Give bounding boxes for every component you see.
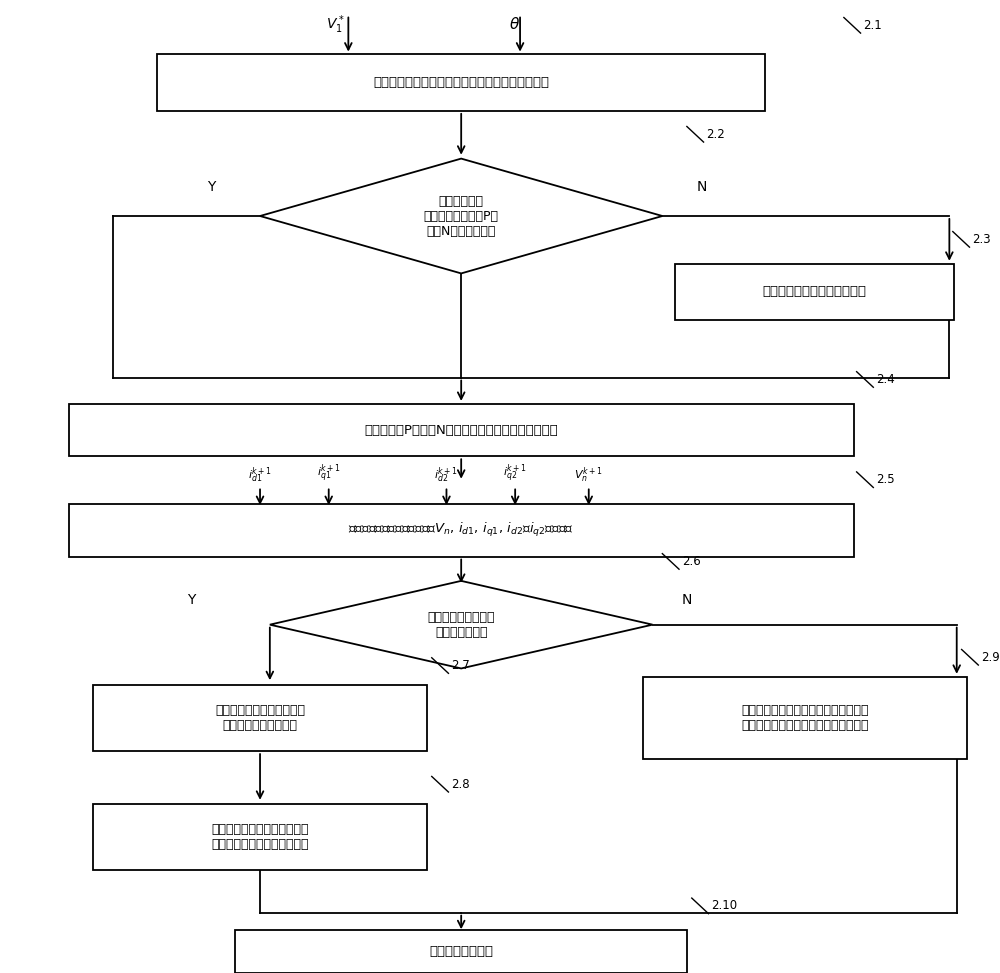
Text: 基于电机和逆变器离散模型对$V_n$, $i_{d1}$, $i_{q1}$, $i_{d2}$和$i_{q2}$进行预测: 基于电机和逆变器离散模型对$V_n$, $i_{d1}$, $i_{q1}$, … xyxy=(348,522,574,539)
Text: 基于外推结果计算开关频率，
作为价值函数对矢量进行评估: 基于外推结果计算开关频率， 作为价值函数对矢量进行评估 xyxy=(211,823,309,850)
Text: 2.3: 2.3 xyxy=(972,233,991,246)
Bar xyxy=(643,677,967,759)
Text: 2.1: 2.1 xyxy=(864,18,882,32)
Text: $V_n^{k+1}$: $V_n^{k+1}$ xyxy=(574,465,603,485)
Text: 2.2: 2.2 xyxy=(706,127,725,141)
Text: $i_{d1}^{k+1}$: $i_{d1}^{k+1}$ xyxy=(248,465,272,485)
Text: 将选择范围扩大到六边形区域: 将选择范围扩大到六边形区域 xyxy=(762,285,866,299)
Text: Y: Y xyxy=(207,180,215,194)
Text: 2.6: 2.6 xyxy=(682,555,701,568)
Polygon shape xyxy=(260,159,662,273)
Bar xyxy=(236,930,687,973)
Text: 至少存在一个候选矢
量可以被外推？: 至少存在一个候选矢 量可以被外推？ xyxy=(427,611,495,638)
Text: $\theta$: $\theta$ xyxy=(509,17,520,32)
Text: 2.4: 2.4 xyxy=(876,373,895,386)
Text: 将受控量控制误差绝对值加权求和的结
果作为价值函数，对候选矢量进行评估: 将受控量控制误差绝对值加权求和的结 果作为价值函数，对候选矢量进行评估 xyxy=(741,704,868,732)
Text: Y: Y xyxy=(187,594,196,607)
Bar xyxy=(675,264,954,320)
Bar xyxy=(93,804,427,870)
Text: 2.10: 2.10 xyxy=(711,899,738,913)
Polygon shape xyxy=(270,581,653,668)
Text: $i_{d2}^{k+1}$: $i_{d2}^{k+1}$ xyxy=(434,465,459,485)
Bar xyxy=(93,685,427,751)
Text: $i_{q2}^{k+1}$: $i_{q2}^{k+1}$ xyxy=(503,462,527,485)
Text: 2.8: 2.8 xyxy=(451,777,470,791)
Text: 选择参考矢量所在三角形扇区的矢量作为候选矢量: 选择参考矢量所在三角形扇区的矢量作为候选矢量 xyxy=(373,76,549,90)
Text: $i_{q1}^{k+1}$: $i_{q1}^{k+1}$ xyxy=(317,462,341,485)
Text: 2.9: 2.9 xyxy=(981,651,1000,664)
Text: $V_1^*$: $V_1^*$ xyxy=(326,13,345,36)
Bar xyxy=(157,54,765,111)
Text: N: N xyxy=(696,180,707,194)
Text: N: N xyxy=(682,594,692,607)
Text: 取消会导致P电平和N电平切换的候选矢量的候选资格: 取消会导致P电平和N电平切换的候选矢量的候选资格 xyxy=(364,423,558,437)
Text: 2.7: 2.7 xyxy=(451,659,470,672)
Bar xyxy=(69,404,854,456)
Bar xyxy=(69,504,854,557)
Text: 确定最终装载矢量: 确定最终装载矢量 xyxy=(429,945,493,958)
Text: 2.5: 2.5 xyxy=(876,473,895,486)
Text: 至少存在一个
候选矢量不会导致P电
平和N电平的切换？: 至少存在一个 候选矢量不会导致P电 平和N电平的切换？ xyxy=(424,195,499,237)
Text: 删除不可外推矢量，对其余
候选矢量进行线性外推: 删除不可外推矢量，对其余 候选矢量进行线性外推 xyxy=(215,704,305,732)
